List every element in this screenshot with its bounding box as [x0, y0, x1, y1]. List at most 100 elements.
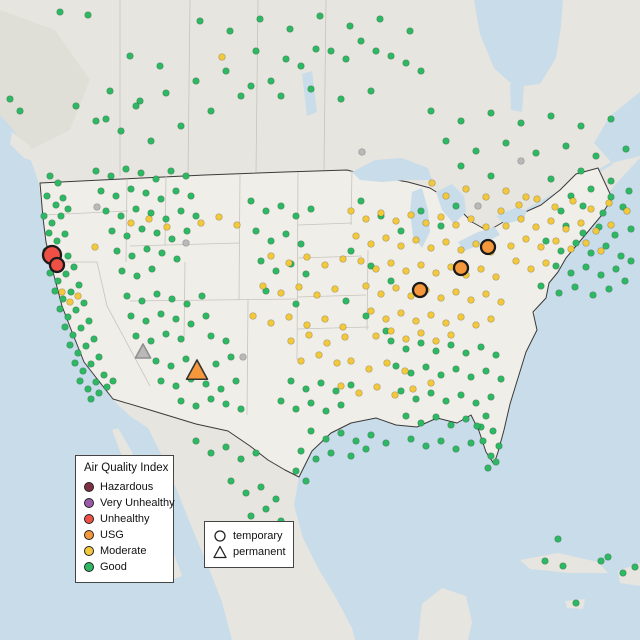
station-dot-good — [472, 399, 480, 407]
station-dot-good — [286, 25, 294, 33]
station-dot-good — [167, 167, 175, 175]
station-dot-good — [547, 112, 555, 120]
station-dot-good — [467, 373, 475, 381]
station-dot-good — [322, 435, 330, 443]
station-dot-moderate — [407, 292, 415, 300]
station-dot-good — [337, 401, 345, 409]
legend-item-label: USG — [100, 529, 124, 541]
station-dot-good — [367, 431, 375, 439]
station-dot-moderate — [372, 332, 380, 340]
station-dot-moderate — [337, 382, 345, 390]
station-dot-moderate — [547, 217, 555, 225]
legend-item-good: Good — [84, 559, 164, 575]
station-dot-good — [557, 207, 565, 215]
station-dot-good — [417, 67, 425, 75]
station-dot-good — [192, 212, 200, 220]
station-dot-unknown — [358, 148, 366, 156]
station-dot-good — [554, 535, 562, 543]
station-dot-moderate — [422, 219, 430, 227]
station-dot-good — [492, 351, 500, 359]
station-dot-good — [192, 77, 200, 85]
station-dot-good — [297, 447, 305, 455]
station-dot-good — [362, 312, 370, 320]
permanent-station-marker-usg[interactable] — [185, 359, 209, 381]
station-dot-good — [487, 109, 495, 117]
station-dot-moderate — [442, 192, 450, 200]
station-dot-moderate — [341, 333, 349, 341]
station-dot-moderate — [323, 339, 331, 347]
station-dot-good — [437, 371, 445, 379]
station-dot-good — [187, 320, 195, 328]
station-dot-good — [102, 207, 110, 215]
hazardous-swatch-icon — [84, 482, 94, 492]
station-dot-moderate — [277, 289, 285, 297]
station-dot-moderate — [482, 290, 490, 298]
station-dot-moderate — [352, 232, 360, 240]
station-dot-good — [422, 363, 430, 371]
station-dot-good — [6, 95, 14, 103]
station-dot-good — [557, 247, 565, 255]
lake-erie — [458, 227, 500, 251]
station-dot-good — [497, 375, 505, 383]
permanent-station-marker-unknown[interactable] — [134, 343, 152, 359]
station-dot-good — [67, 288, 75, 296]
station-dot-moderate — [522, 193, 530, 201]
station-dot-good — [462, 349, 470, 357]
station-dot-good — [90, 335, 98, 343]
station-dot-moderate — [537, 243, 545, 251]
station-dot-good — [479, 437, 487, 445]
station-dot-moderate — [259, 282, 267, 290]
station-dot-good — [117, 212, 125, 220]
station-dot-good — [132, 205, 140, 213]
station-dot-unknown — [474, 202, 482, 210]
station-dot-good — [272, 267, 280, 275]
station-dot-good — [631, 563, 639, 571]
legend-item-moderate: Moderate — [84, 543, 164, 559]
station-dot-good — [172, 315, 180, 323]
station-dot-good — [552, 262, 560, 270]
station-dot-moderate — [391, 391, 399, 399]
station-dot-good — [402, 345, 410, 353]
station-dot-good — [75, 281, 83, 289]
station-dot-good — [133, 272, 141, 280]
station-dot-good — [571, 283, 579, 291]
station-dot-good — [452, 445, 460, 453]
temporary-station-marker-usg[interactable] — [452, 259, 470, 277]
station-dot-good — [237, 405, 245, 413]
station-dot-moderate — [409, 385, 417, 393]
station-dot-moderate — [515, 201, 523, 209]
station-dot-good — [402, 412, 410, 420]
station-dot-moderate — [357, 257, 365, 265]
station-dot-good — [53, 237, 61, 245]
station-dot-moderate — [472, 321, 480, 329]
station-dot-good — [59, 194, 67, 202]
temporary-station-marker-unhealthy[interactable] — [48, 256, 66, 274]
station-dot-good — [617, 252, 625, 260]
station-dot-good — [607, 177, 615, 185]
temporary-station-marker-usg[interactable] — [411, 281, 429, 299]
station-dot-moderate — [58, 288, 66, 296]
station-dot-good — [112, 192, 120, 200]
station-dot-good — [317, 379, 325, 387]
station-dot-good — [72, 306, 80, 314]
station-dot-moderate — [487, 315, 495, 323]
station-dot-moderate — [91, 243, 99, 251]
station-dot-good — [541, 557, 549, 565]
station-dot-good — [277, 202, 285, 210]
station-dot-good — [153, 290, 161, 298]
station-dot-good — [192, 437, 200, 445]
station-dot-good — [106, 87, 114, 95]
station-dot-moderate — [442, 238, 450, 246]
station-dot-good — [153, 229, 161, 237]
station-dot-good — [457, 391, 465, 399]
station-dot-good — [202, 312, 210, 320]
station-dot-good — [207, 332, 215, 340]
station-dot-good — [187, 192, 195, 200]
temporary-station-marker-usg[interactable] — [479, 238, 497, 256]
station-dot-good — [357, 37, 365, 45]
station-dot-good — [227, 477, 235, 485]
station-dot-good — [113, 247, 121, 255]
station-dot-good — [56, 305, 64, 313]
